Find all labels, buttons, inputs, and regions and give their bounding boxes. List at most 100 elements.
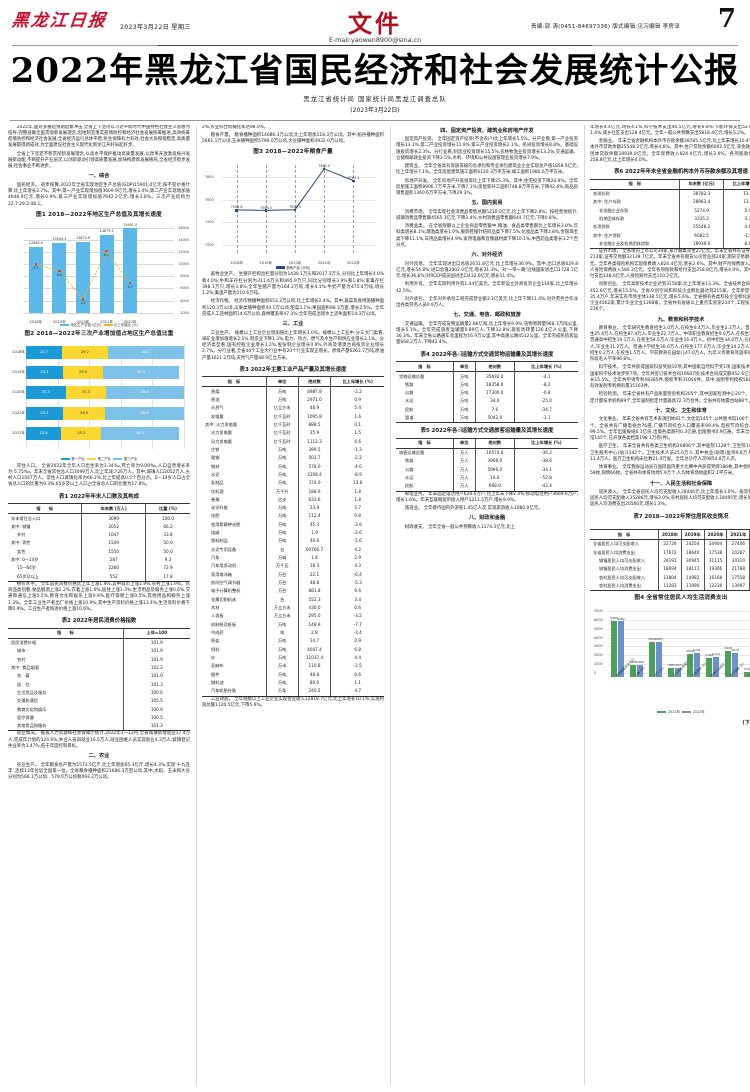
paragraph: 金融业。 年末全省金融机构本外币存款余额38785.5亿元,比上年末增长10.4…	[590, 139, 750, 163]
table-7-title: 表7 2018—2022年常住居民收支情况	[633, 513, 729, 520]
masthead: 黑龙江日报 2023年3月22日 星期三 文件 E-mail:yaowen890…	[8, 0, 742, 47]
paragraph: 经济作物。 经济作物播种面积653.2万公顷,比上年增长2.4%。其中,蔬菜及食…	[202, 299, 384, 317]
section-heading: 三、工业	[282, 321, 304, 328]
table-2-title: 表2 2022年居民消费价格指数	[61, 618, 137, 625]
table-cell: 66.2	[145, 522, 190, 531]
section-heading: 五、国内贸易	[471, 200, 503, 207]
axis-category-label: 2021年	[12, 410, 25, 415]
table-row: 65岁及以上 552 17.8	[8, 572, 190, 582]
stacked-bar-row: 25.3 25.3 49.4	[26, 386, 184, 400]
data-point-label: 1.0	[80, 301, 86, 306]
table-cell: 机制纸及纸板	[211, 621, 237, 627]
table-cell: 14982	[680, 573, 705, 582]
table-cell: 原盐	[211, 638, 220, 644]
table-row: 铁路 万吨 18358.0 -8.2	[396, 380, 578, 389]
data-point-label: 7506.8	[230, 205, 243, 210]
table-cell: 1.5	[330, 429, 384, 438]
header-rule-center	[158, 45, 592, 47]
table-row: 城市 101.9	[8, 647, 190, 656]
bar-value-label: 2184	[705, 652, 713, 657]
paragraph: 文化事业。 年末全省共有艺术表演团体81个,文化馆145个,公共图书馆106个,…	[590, 417, 750, 442]
table-row: 金属切削机床 台 552.3 3.4	[202, 595, 384, 604]
table-header-cell: 比上年增长 (%)	[513, 361, 578, 373]
table-row: 衣 着 101.0	[8, 672, 190, 681]
table-row: 中成药 吨 2.8 -3.4	[202, 628, 384, 638]
data-point	[235, 208, 238, 212]
bar	[637, 664, 643, 677]
data-point-label: 4.0	[56, 272, 63, 277]
table-cell: 其他用品和服务	[8, 722, 124, 732]
table-cell: 汽车用发动机	[211, 563, 237, 569]
table-cell: 衣 着	[17, 673, 30, 679]
table-header-cell: 年末数 (亿元)	[679, 178, 724, 190]
data-point-label: 2.7	[127, 285, 133, 290]
table-cell: 0.9	[330, 395, 384, 405]
table-cell: 13.6	[330, 478, 384, 488]
section-heading: 九、教育和科学技术	[657, 316, 705, 323]
table-cell: 18.3	[297, 562, 331, 571]
table-header-cell: 比上年增长 (%)	[722, 178, 750, 190]
table-cell: -25.0	[513, 397, 578, 406]
axis-tick-label: 8000	[180, 274, 189, 279]
bar-value-label: 2618	[686, 648, 694, 653]
table-cell: 1550	[81, 547, 146, 556]
table-cell: 天然气	[211, 405, 224, 411]
table-cell: 公路	[405, 390, 414, 396]
bar-value-label: 1339	[629, 660, 637, 665]
paragraph: 消费品类。 在全省限额以上企业商品零售额中,粮油、食品类零售额比上年增长3.0%…	[396, 224, 578, 248]
table-cell: 101.9	[122, 655, 190, 664]
axis-category-label: 2021年	[100, 319, 113, 324]
axis-category-label: 2019年	[259, 261, 273, 266]
bar-value-label: 2679	[731, 648, 739, 653]
stack-segment: 25.3	[65, 386, 106, 400]
table-cell: 101.3	[122, 680, 190, 689]
table-header-cell: 上年=100	[122, 627, 190, 639]
table-cell: 旅客运输总量	[399, 450, 425, 456]
table-cell: 城市	[17, 648, 26, 654]
table-cell: 148.9	[297, 620, 331, 629]
section-heading: 十一、人民生活和社会保障	[649, 480, 713, 487]
paragraph: 创新创业。 全年高新技术企业达到3150家,比上年增长13.3%。全省技术合同成…	[590, 282, 750, 313]
table-cell: 交通和通信	[17, 698, 38, 704]
table-row: 房间空气调节器 万台 48.8 -5.3	[202, 578, 384, 588]
table-cell: -4.1	[513, 371, 578, 381]
table-cell: 万千升	[265, 487, 299, 496]
table-row: 旅客运输总量 万人 10574.0 -36.2	[396, 448, 578, 458]
bar-value-label: 988	[668, 663, 674, 668]
table-4: 指 标单位 绝对数 比上年增长 (%) 货物运输总量 万吨 35692.0 -4.1 铁路 万吨…	[396, 361, 578, 424]
table-cell: 65岁及以上	[8, 572, 82, 582]
table-cell: 4.3	[330, 562, 384, 571]
table-cell: 中成药	[211, 630, 224, 636]
table-cell: 台	[265, 545, 299, 554]
figure-1-plot: 2000 4000 6000 8000 10000 12000 14000 16000 1284…	[24, 223, 189, 324]
table-cell: 水泥专用设备	[211, 546, 237, 552]
table-cell: 2971.0	[297, 395, 331, 405]
table-cell: 3335.2	[679, 214, 724, 224]
table-cell: 17538	[703, 548, 727, 557]
table-row: 亚麻布 万米 110.8 -2.5	[202, 662, 384, 671]
table-cell: 3108.4	[297, 470, 331, 479]
table-cell: 万人	[452, 457, 476, 466]
bar-value-label: 6282	[617, 616, 625, 621]
continuation-note: (下转第八版)	[742, 719, 750, 726]
table-cell: 0.9	[330, 637, 384, 646]
table-cell: -6.4	[330, 570, 384, 579]
bar-value-label: 2224	[712, 652, 720, 657]
table-row: 原油 万吨 2971.0 0.9	[202, 395, 384, 405]
table-cell: 50.0	[145, 547, 190, 556]
table-cell: 燃料油	[211, 680, 224, 686]
table-cell: -0.8	[513, 388, 578, 398]
table-cell: 0.6	[330, 603, 384, 613]
table-cell: 15—64岁	[17, 565, 37, 571]
table-cell: 万台	[265, 578, 299, 588]
table-cell: -2.5	[330, 662, 384, 671]
bar	[694, 652, 700, 677]
paragraph: 科学技术。 全年共获得国家科技奖励10项,其中国家自然科学奖1项,国家技术发明奖…	[590, 365, 750, 390]
table-row: 其中: 火力发电量 亿千瓦时 888.5 0.1	[202, 420, 384, 430]
paragraph: 工业生产。 规模以上工业企业增加值比上年增长1.0%。规模以上工业中,分三大门类…	[202, 330, 384, 361]
table-cell: -38.6	[513, 457, 578, 466]
figure-4-chart: 0 1000 2000 3000 4000 5000 6000 7000 6363 6282 食品烟…	[590, 604, 750, 717]
data-point	[105, 249, 108, 253]
table-cell: 万辆	[265, 553, 299, 563]
chart-legend: 第一产业 第二产业 第三产业	[8, 457, 190, 462]
